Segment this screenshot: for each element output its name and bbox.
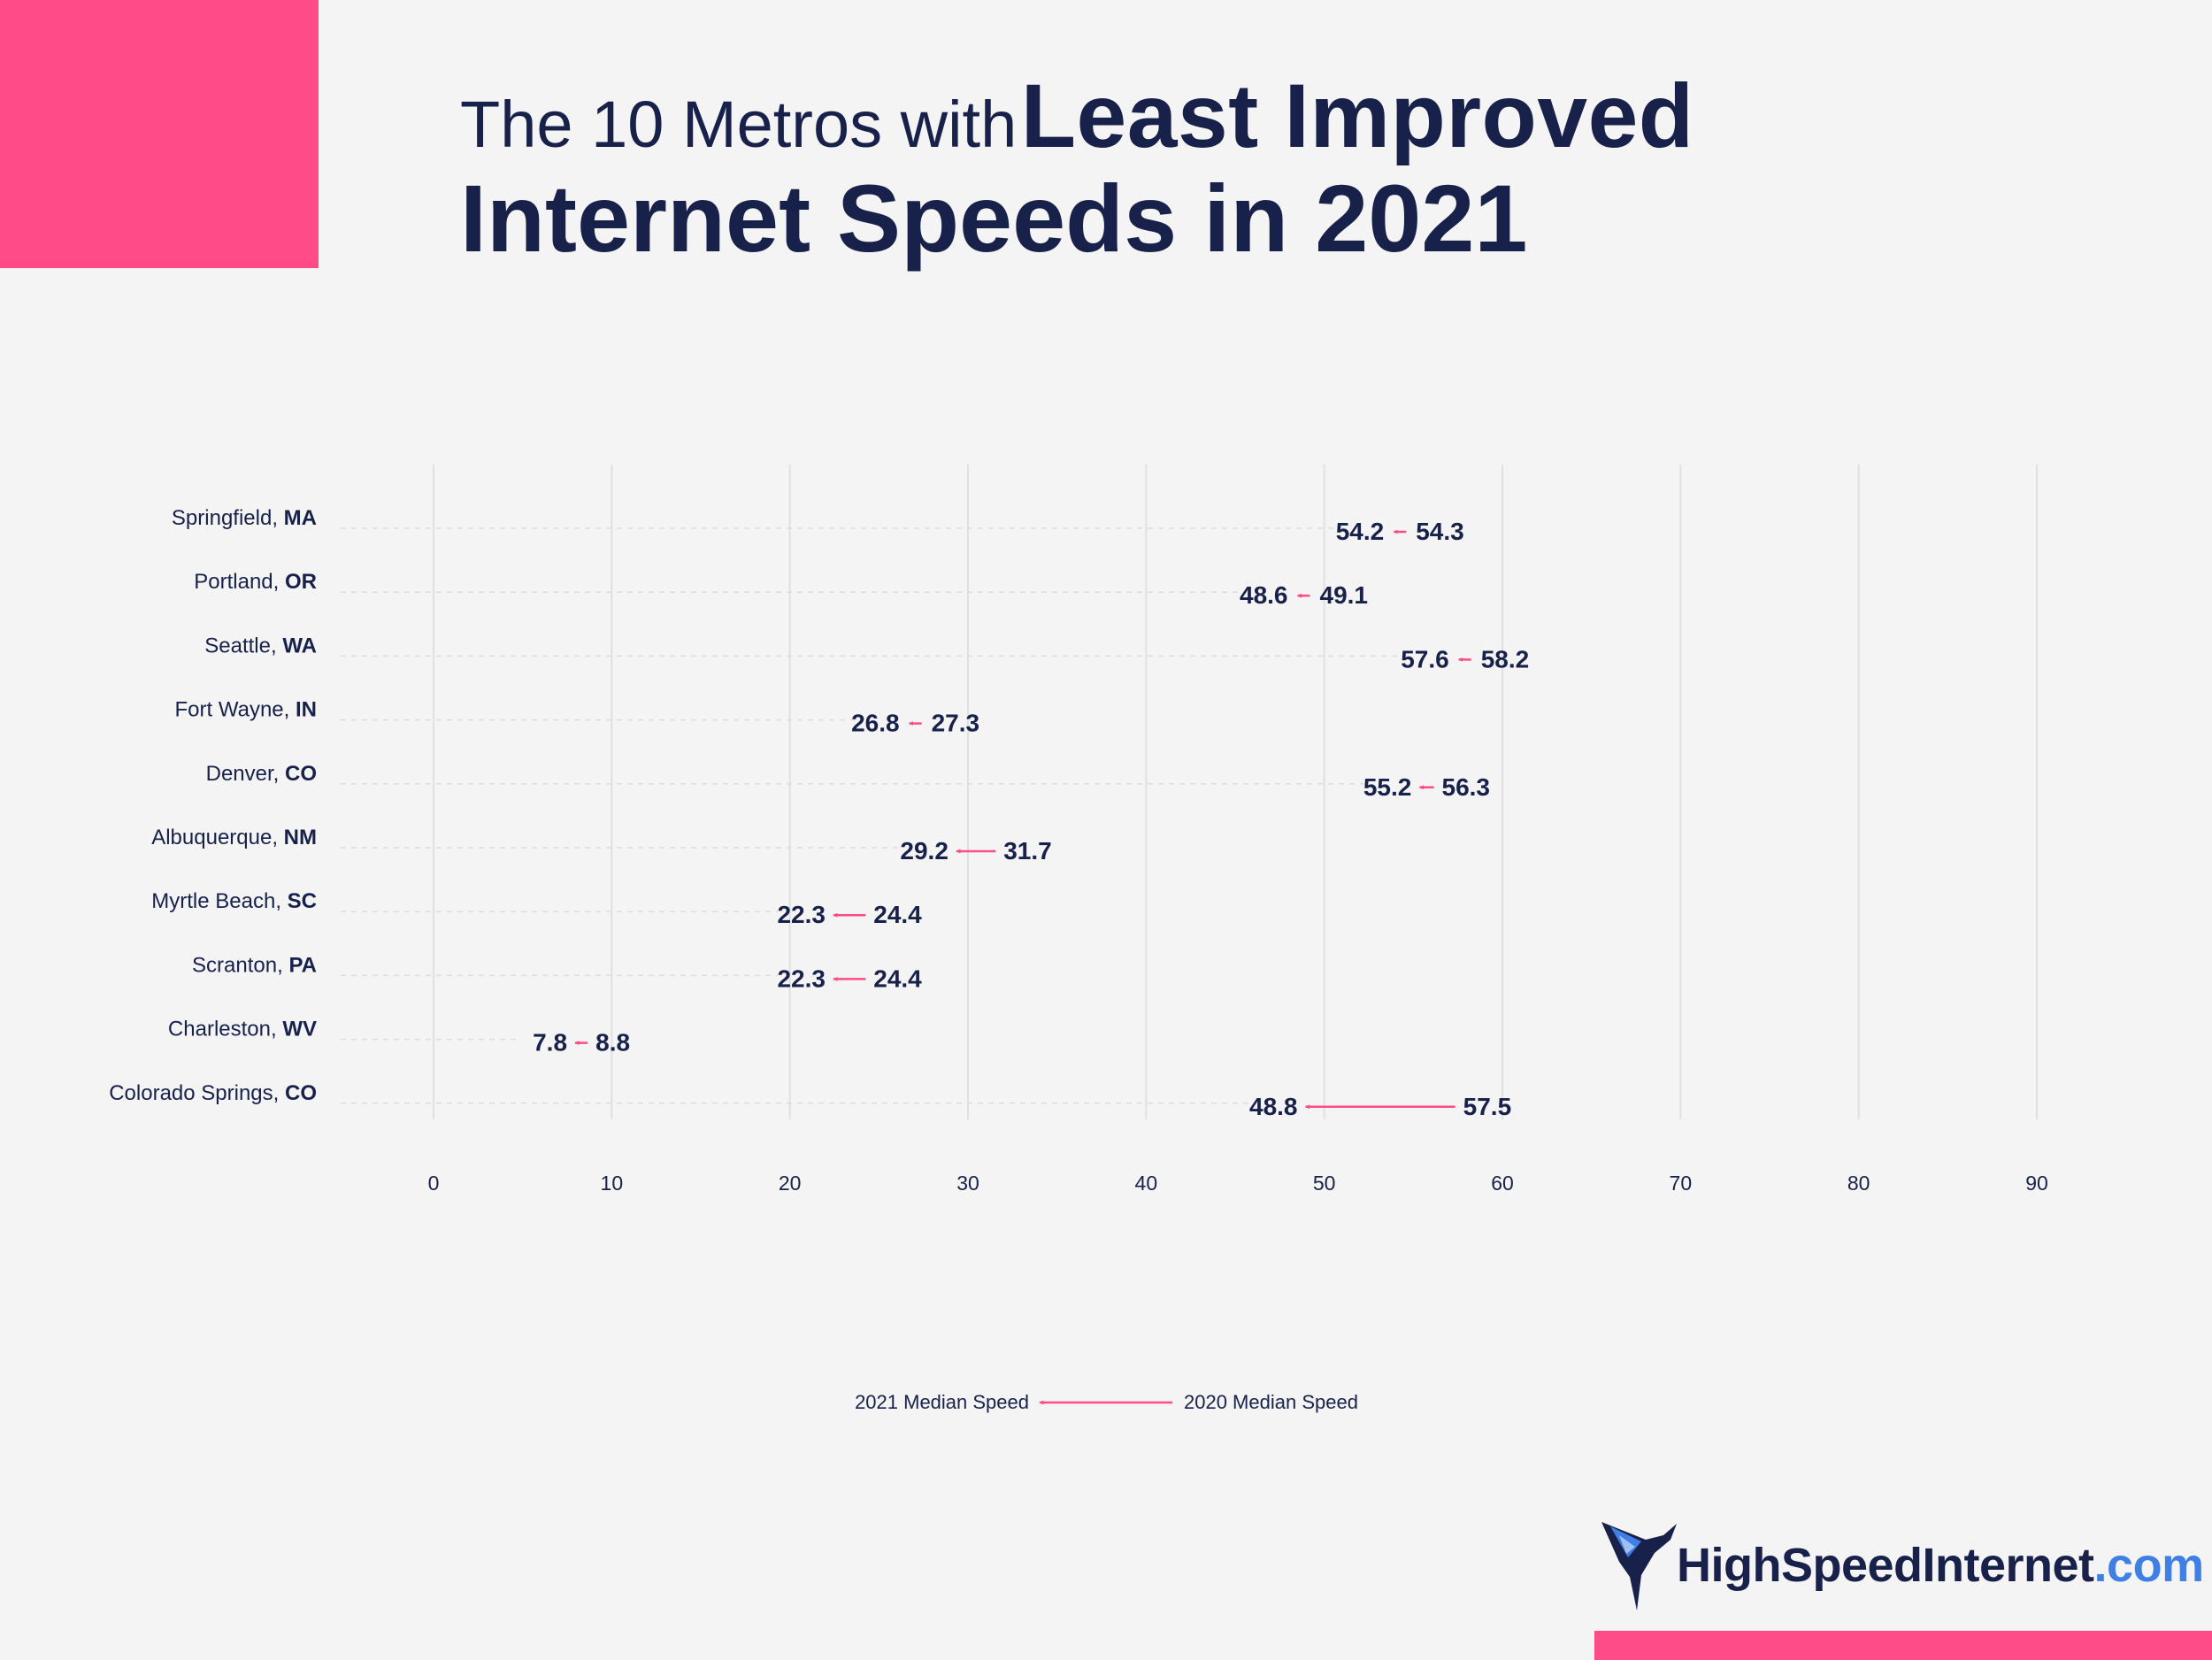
row-city: Colorado Springs, — [109, 1081, 285, 1105]
row-city: Springfield, — [172, 506, 284, 530]
row-state: PA — [288, 953, 317, 977]
x-tick-label: 50 — [1313, 1172, 1336, 1195]
logo-domain: .com — [2093, 1539, 2205, 1592]
row-city: Myrtle Beach, — [151, 889, 287, 913]
row-state: OR — [285, 570, 317, 594]
brand-logo: HighSpeedInternet.com — [1593, 1513, 2204, 1619]
value-2020-label: 24.4 — [873, 901, 922, 928]
row-label: Denver, CO — [206, 762, 317, 786]
corner-accent-block — [0, 0, 319, 268]
value-2021-label: 48.6 — [1240, 581, 1288, 609]
value-2021-label: 22.3 — [777, 964, 826, 992]
value-2021-label: 54.2 — [1336, 518, 1385, 545]
row-state: SC — [288, 889, 317, 913]
x-tick-label: 10 — [601, 1172, 624, 1195]
value-2021-label: 7.8 — [533, 1029, 567, 1057]
row-state: WA — [282, 634, 317, 657]
value-2021-label: 55.2 — [1363, 773, 1412, 801]
row-state: IN — [296, 698, 317, 722]
dumbbell-chart: Springfield, MA 54.2 54.3 Portland, OR 48.6 4… — [109, 465, 2048, 1413]
row-city: Charleston, — [168, 1018, 282, 1041]
row-label: Albuquerque, NM — [151, 826, 317, 849]
legend-2020-label: 2020 Median Speed — [1184, 1391, 1358, 1413]
value-2020-label: 54.3 — [1416, 518, 1464, 545]
x-tick-label: 80 — [1847, 1172, 1870, 1195]
value-2020-label: 58.2 — [1481, 645, 1530, 672]
row-city: Fort Wayne, — [175, 698, 296, 722]
title-line2: Internet Speeds in 2021 — [460, 165, 1528, 273]
title-prefix: The 10 Metros with — [460, 88, 1018, 161]
row-city: Seattle, — [204, 634, 282, 657]
row-city: Portland, — [194, 570, 285, 594]
logo-name: HighSpeedInternet — [1677, 1539, 2094, 1592]
data-rows: Springfield, MA 54.2 54.3 Portland, OR 48.6 4… — [109, 506, 1529, 1120]
row-city: Scranton, — [192, 953, 288, 977]
row-label: Scranton, PA — [192, 953, 317, 977]
x-tick-label: 70 — [1670, 1172, 1693, 1195]
value-2020-label: 27.3 — [932, 710, 980, 737]
row-label: Seattle, WA — [204, 634, 317, 657]
title-emphasis: Least Improved — [1020, 65, 1694, 166]
bottom-accent-bar — [1594, 1631, 2212, 1660]
row-state: CO — [285, 1081, 317, 1105]
value-2021-label: 48.8 — [1249, 1093, 1298, 1120]
x-tick-label: 40 — [1135, 1172, 1158, 1195]
x-tick-label: 30 — [956, 1172, 979, 1195]
row-state: WV — [282, 1018, 317, 1041]
row-label: Portland, OR — [194, 570, 317, 594]
hummingbird-icon — [1601, 1522, 1677, 1610]
value-2021-label: 57.6 — [1401, 645, 1449, 672]
legend-2021-label: 2021 Median Speed — [855, 1391, 1029, 1413]
value-2020-label: 56.3 — [1442, 773, 1491, 801]
row-label: Colorado Springs, CO — [109, 1081, 317, 1105]
chart-title: The 10 Metros with Least Improved Intern… — [460, 62, 1964, 276]
row-city: Albuquerque, — [151, 826, 283, 849]
value-2020-label: 57.5 — [1463, 1093, 1512, 1120]
value-2020-label: 24.4 — [873, 964, 922, 992]
x-axis-ticks: 0 10 20 30 40 50 60 70 80 90 — [428, 1172, 2048, 1195]
gridlines — [433, 465, 2038, 1119]
row-state: NM — [284, 826, 317, 849]
value-2021-label: 29.2 — [900, 837, 949, 865]
value-2020-label: 49.1 — [1320, 581, 1369, 609]
value-2021-label: 26.8 — [851, 710, 900, 737]
value-2020-label: 31.7 — [1003, 837, 1052, 865]
x-tick-label: 20 — [779, 1172, 802, 1195]
row-label: Myrtle Beach, SC — [151, 889, 317, 913]
row-state: CO — [285, 762, 317, 786]
row-city: Denver, — [206, 762, 285, 786]
logo-wordmark: HighSpeedInternet.com — [1677, 1538, 2204, 1593]
legend: 2021 Median Speed 2020 Median Speed — [855, 1391, 1358, 1413]
x-tick-label: 0 — [428, 1172, 440, 1195]
row-label: Charleston, WV — [168, 1018, 317, 1041]
x-tick-label: 90 — [2025, 1172, 2048, 1195]
value-2020-label: 8.8 — [595, 1029, 630, 1057]
x-tick-label: 60 — [1491, 1172, 1514, 1195]
row-state: MA — [284, 506, 317, 530]
row-label: Fort Wayne, IN — [175, 698, 317, 722]
value-2021-label: 22.3 — [777, 901, 826, 928]
row-label: Springfield, MA — [172, 506, 317, 530]
